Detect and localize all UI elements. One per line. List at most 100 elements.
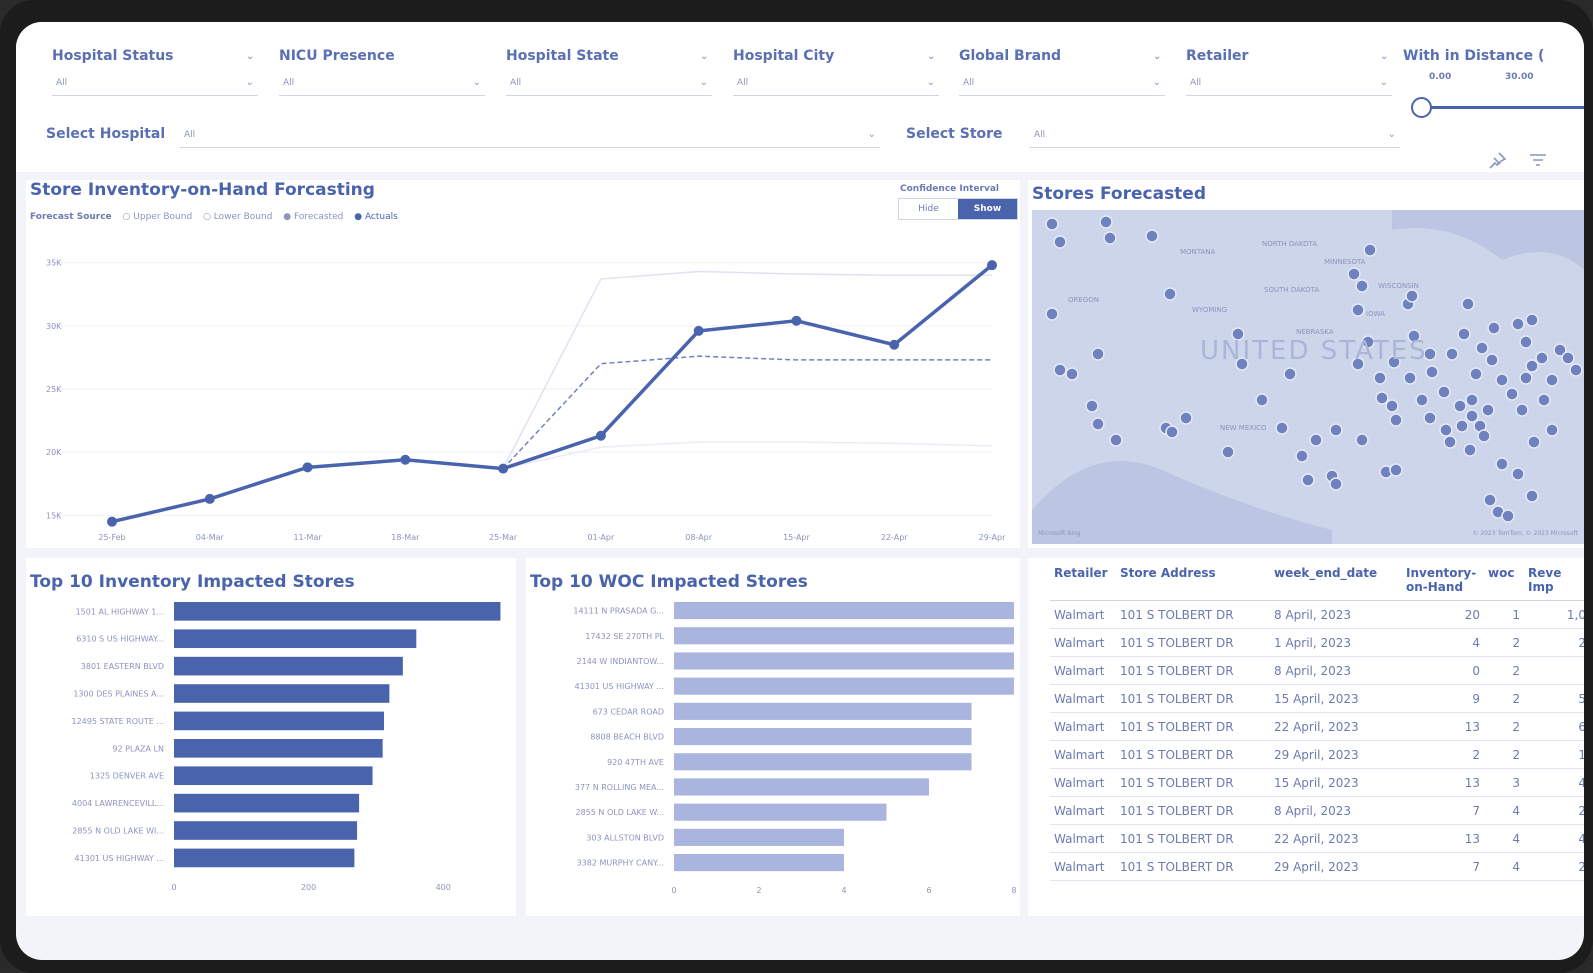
bar-category-label: 92 PLAZA LN xyxy=(112,744,164,753)
filter-icon[interactable] xyxy=(1528,152,1548,170)
distance-min-value[interactable]: 0.00 xyxy=(1429,72,1452,82)
distance-slider-track[interactable] xyxy=(1421,106,1584,109)
select-store-dropdown[interactable]: All ⌄ xyxy=(1030,126,1400,148)
table-cell: 15 April, 2023 xyxy=(1270,684,1402,713)
store-location-dot xyxy=(1505,387,1519,401)
filter-select[interactable]: All ⌄ xyxy=(959,74,1165,96)
state-label-minnesota: MINNESOTA xyxy=(1324,258,1366,266)
filter-select[interactable]: All ⌄ xyxy=(506,74,712,96)
hide-button[interactable]: Hide xyxy=(918,204,939,214)
table-cell: 101 S TOLBERT DR xyxy=(1116,740,1270,769)
chevron-down-icon[interactable]: ⌄ xyxy=(1380,51,1389,62)
table-row[interactable]: Walmart 101 S TOLBERT DR 22 April, 2023 13 2… xyxy=(1050,712,1584,741)
bar-category-label: 17432 SE 270TH PL xyxy=(585,632,664,641)
table-row[interactable]: Walmart 101 S TOLBERT DR 22 April, 2023 13 4… xyxy=(1050,824,1584,853)
filter-hospital-city[interactable]: Hospital City ⌄ All ⌄ xyxy=(733,48,939,108)
bar xyxy=(174,602,501,621)
series-line-upper-bound xyxy=(502,270,992,469)
store-location-dot xyxy=(1483,493,1497,507)
col-woc[interactable]: woc xyxy=(1484,560,1524,601)
legend-item-lower[interactable]: ○ Lower Bound xyxy=(203,212,273,222)
x-tick-label: 29-Apr xyxy=(979,533,1006,542)
filter-select[interactable]: All ⌄ xyxy=(279,74,485,96)
table-row[interactable]: Walmart 101 S TOLBERT DR 15 April, 2023 9 2 5 xyxy=(1050,684,1584,713)
show-button[interactable]: Show xyxy=(958,199,1017,219)
col-retailer[interactable]: Retailer xyxy=(1050,560,1116,601)
inventory-chart-title: Top 10 Inventory Impacted Stores xyxy=(30,572,355,592)
store-location-dot xyxy=(1495,457,1509,471)
store-location-dot xyxy=(1553,343,1567,357)
filter-label: Hospital City xyxy=(733,48,835,64)
store-location-dot xyxy=(1385,399,1399,413)
legend-label: Lower Bound xyxy=(213,212,273,222)
store-location-dot xyxy=(1461,297,1475,311)
store-location-dot xyxy=(1309,433,1323,447)
distance-max-value[interactable]: 30.00 xyxy=(1505,72,1534,82)
table-cell: 29 April, 2023 xyxy=(1270,740,1402,769)
store-location-dot xyxy=(1329,477,1343,491)
select-store[interactable]: Select Store All ⌄ xyxy=(906,126,1406,150)
select-store-value: All xyxy=(1034,130,1046,140)
col-revenue-impact[interactable]: Reve Imp xyxy=(1524,560,1584,601)
table-row[interactable]: Walmart 101 S TOLBERT DR 8 April, 2023 7 4 2 xyxy=(1050,796,1584,825)
table-row[interactable]: Walmart 101 S TOLBERT DR 8 April, 2023 0 2 xyxy=(1050,656,1584,685)
y-tick-label: 35K xyxy=(46,259,62,268)
store-location-dot xyxy=(1519,371,1533,385)
table-row[interactable]: Walmart 101 S TOLBERT DR 29 April, 2023 2 2 1 xyxy=(1050,740,1584,769)
map-canvas[interactable] xyxy=(1032,210,1584,544)
legend-item-forecasted[interactable]: ● Forecasted xyxy=(283,212,344,222)
col-week-end-date[interactable]: week_end_date xyxy=(1270,560,1402,601)
filter-hospital-status[interactable]: Hospital Status ⌄ All ⌄ xyxy=(52,48,258,108)
store-location-dot xyxy=(1301,473,1315,487)
select-hospital[interactable]: Select Hospital All ⌄ xyxy=(46,126,886,150)
table-cell: 4 xyxy=(1402,628,1484,657)
bar-category-label: 8808 BEACH BLVD xyxy=(590,733,664,742)
chevron-down-icon[interactable]: ⌄ xyxy=(700,51,709,62)
bar-category-label: 303 ALLSTON BLVD xyxy=(586,833,664,842)
select-hospital-dropdown[interactable]: All ⌄ xyxy=(180,126,880,148)
distance-slider-handle[interactable] xyxy=(1411,97,1432,118)
x-tick-label: 2 xyxy=(756,886,761,895)
x-tick-label: 18-Mar xyxy=(391,533,420,542)
legend-item-actuals[interactable]: ● Actuals xyxy=(354,212,398,222)
data-point-actuals xyxy=(498,463,509,474)
store-location-dot xyxy=(1099,215,1113,229)
table-cell: 7 xyxy=(1402,796,1484,825)
store-location-dot xyxy=(1255,393,1269,407)
chevron-down-icon[interactable]: ⌄ xyxy=(927,51,936,62)
map-country-label: UNITED STATES xyxy=(1200,336,1428,366)
store-location-dot xyxy=(1351,357,1365,371)
bar xyxy=(674,828,844,846)
forecast-title: Store Inventory-on-Hand Forcasting xyxy=(30,180,375,200)
store-location-dot xyxy=(1235,357,1249,371)
chevron-down-icon[interactable]: ⌄ xyxy=(1153,51,1162,62)
filter-select[interactable]: All ⌄ xyxy=(52,74,258,96)
table-cell: 2 xyxy=(1484,740,1524,769)
chevron-down-icon[interactable]: ⌄ xyxy=(246,51,255,62)
store-location-dot xyxy=(1165,425,1179,439)
table-row[interactable]: Walmart 101 S TOLBERT DR 1 April, 2023 4 2 2 xyxy=(1050,628,1584,657)
bar xyxy=(174,629,417,649)
bar xyxy=(674,702,972,720)
col-inventory[interactable]: Inventory-on-Hand xyxy=(1402,560,1484,601)
table-row[interactable]: Walmart 101 S TOLBERT DR 8 April, 2023 20 1 1… xyxy=(1050,600,1584,629)
dashboard-screen: Hospital Status ⌄ All ⌄ NICU Presence All… xyxy=(16,22,1584,960)
bar-category-label: 1300 DES PLAINES A... xyxy=(73,690,164,699)
map-attribution-right: © 2023 TomTom, © 2023 Microsoft xyxy=(1472,530,1578,537)
y-tick-label: 20K xyxy=(46,448,62,457)
filter-nicu-presence[interactable]: NICU Presence All ⌄ xyxy=(279,48,485,108)
filter-retailer[interactable]: Retailer ⌄ All ⌄ xyxy=(1186,48,1392,108)
filter-select[interactable]: All ⌄ xyxy=(733,74,939,96)
map-view[interactable]: UNITED STATES MONTANA NORTH DAKOTA SOUTH… xyxy=(1032,210,1584,544)
table-row[interactable]: Walmart 101 S TOLBERT DR 15 April, 2023 13 3… xyxy=(1050,768,1584,797)
filter-hospital-state[interactable]: Hospital State ⌄ All ⌄ xyxy=(506,48,712,108)
legend-item-upper[interactable]: ○ Upper Bound xyxy=(122,212,193,222)
filter-select[interactable]: All ⌄ xyxy=(1186,74,1392,96)
confidence-interval-label: Confidence Interval xyxy=(900,184,1000,194)
x-tick-label: 15-Apr xyxy=(783,533,810,542)
table-row[interactable]: Walmart 101 S TOLBERT DR 29 April, 2023 7 4 2 xyxy=(1050,852,1584,881)
filter-global-brand[interactable]: Global Brand ⌄ All ⌄ xyxy=(959,48,1165,108)
pin-icon[interactable] xyxy=(1486,150,1508,172)
col-store-address[interactable]: Store Address xyxy=(1116,560,1270,601)
store-location-dot xyxy=(1537,393,1551,407)
